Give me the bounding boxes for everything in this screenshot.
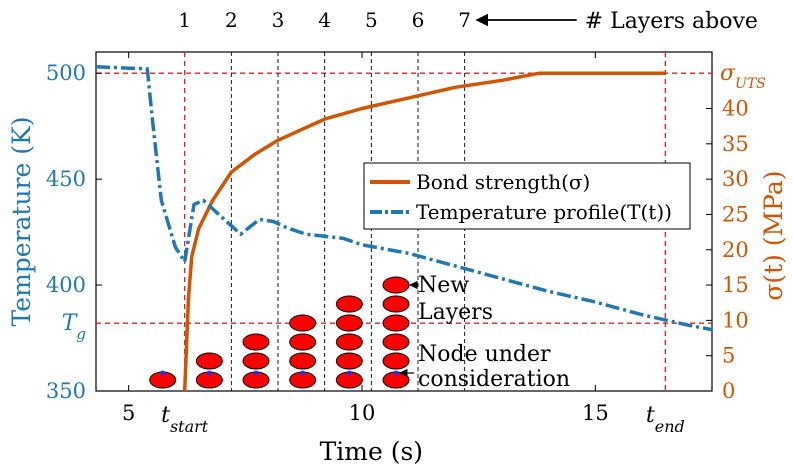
ticks	[96, 52, 712, 392]
x-axis-label: Time (s)	[320, 437, 423, 466]
annotation-layers: Layers	[418, 300, 493, 325]
y-right-tick-label: 5	[722, 344, 735, 368]
layer-label: 5	[365, 8, 378, 32]
node-dot	[253, 370, 259, 376]
y-right-tick-label: 40	[722, 97, 749, 121]
plot-frame	[95, 51, 713, 392]
legend-box	[363, 162, 691, 230]
layer-ellipse	[335, 295, 363, 313]
series-bond-strength	[182, 71, 666, 392]
series-temperature	[95, 65, 713, 332]
layer-ellipse	[335, 314, 363, 332]
layer-ellipse	[382, 352, 410, 370]
layer-label: 1	[178, 8, 191, 32]
legend: Bond strength(σ) Temperature profile(T(t)…	[363, 162, 691, 230]
layer-label: 6	[412, 8, 425, 32]
node-dot	[206, 370, 212, 376]
node-dot	[160, 370, 166, 376]
node-dot	[346, 370, 352, 376]
layer-label: 3	[272, 8, 285, 32]
layers-caption: # Layers above	[585, 9, 758, 34]
y-left-tick-label: 350	[46, 379, 86, 403]
legend-label: Temperature profile(T(t))	[416, 200, 672, 224]
y-right-tick-label: 30	[722, 167, 749, 191]
layer-label: 4	[318, 8, 331, 32]
sigma-uts-label: σUTS	[720, 61, 766, 92]
layer-ellipse	[242, 333, 270, 351]
legend-label: Bond strength(σ)	[416, 170, 590, 194]
t-start-label: tstart	[161, 403, 209, 436]
node-dot	[393, 370, 399, 376]
layer-ellipse	[382, 314, 410, 332]
y-right-tick-label: 20	[722, 238, 749, 262]
layer-ellipse	[242, 352, 270, 370]
y-left-axis-label: Temperature (K)	[7, 117, 36, 327]
layer-ellipse	[335, 333, 363, 351]
layer-label: 2	[225, 8, 238, 32]
y-right-tick-label: 10	[722, 308, 749, 332]
y-right-tick-label: 25	[722, 202, 749, 226]
layer-ellipse	[382, 295, 410, 313]
annotation-consideration: consideration	[418, 367, 570, 392]
y-left-tick-label: 450	[46, 167, 86, 191]
x-tick-label: 15	[582, 401, 609, 425]
layer-ellipse	[289, 352, 317, 370]
y-right-axis-label: σ(t) (MPa)	[759, 170, 788, 300]
layer-ellipse	[195, 352, 223, 370]
node-dot	[300, 370, 306, 376]
t-end-label: tend	[646, 403, 685, 436]
layer-stacks	[149, 276, 410, 389]
annotation-new: New	[418, 273, 469, 298]
layer-ellipse	[289, 314, 317, 332]
layer-ellipse	[289, 333, 317, 351]
series-group	[95, 65, 713, 392]
y-right-tick-label: 15	[722, 273, 749, 297]
y-left-tick-label: 400	[46, 273, 86, 297]
layer-ellipse	[382, 333, 410, 351]
y-left-tick-label: 500	[46, 61, 86, 85]
layer-ellipse	[382, 276, 410, 294]
layer-ellipse	[335, 352, 363, 370]
tg-label: Tg	[62, 311, 86, 343]
y-right-tick-label: 35	[722, 132, 749, 156]
y-right-tick-label: 0	[722, 379, 735, 403]
annotation-node: Node under	[418, 342, 551, 367]
x-tick-label: 5	[122, 401, 135, 425]
layer-label: 7	[458, 8, 471, 32]
x-tick-label: 10	[349, 401, 376, 425]
